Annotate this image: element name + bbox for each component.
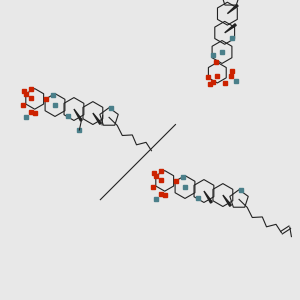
Bar (152, 171, 156, 175)
Bar (206, 75, 210, 79)
Bar (239, 188, 243, 192)
Bar (229, 74, 233, 77)
Bar (196, 196, 200, 200)
Bar (181, 176, 184, 179)
Bar (230, 69, 234, 73)
Polygon shape (223, 195, 231, 206)
Polygon shape (93, 113, 101, 124)
Bar (29, 96, 33, 100)
Bar (23, 115, 28, 119)
Bar (109, 106, 113, 110)
Bar (211, 53, 215, 57)
Bar (33, 111, 37, 116)
Polygon shape (74, 109, 82, 121)
Bar (154, 174, 158, 178)
Bar (44, 97, 48, 101)
Bar (154, 197, 158, 201)
Bar (22, 89, 26, 93)
Polygon shape (227, 4, 238, 14)
Bar (212, 80, 215, 84)
Bar (50, 94, 55, 98)
Bar (159, 178, 163, 182)
Bar (29, 87, 33, 91)
Bar (174, 178, 178, 182)
Bar (230, 36, 234, 40)
Bar (234, 79, 238, 83)
Bar (21, 103, 26, 107)
Bar (183, 185, 187, 189)
Polygon shape (204, 191, 212, 203)
Bar (163, 194, 167, 197)
Polygon shape (225, 24, 236, 33)
Bar (53, 103, 57, 107)
Bar (215, 74, 219, 78)
Bar (220, 50, 224, 54)
Bar (77, 128, 81, 132)
Bar (24, 92, 28, 96)
Bar (159, 193, 163, 196)
Bar (152, 185, 155, 190)
Bar (214, 60, 218, 64)
Bar (208, 82, 212, 86)
Bar (29, 110, 33, 115)
Bar (223, 82, 227, 86)
Bar (66, 114, 70, 118)
Bar (159, 169, 164, 173)
